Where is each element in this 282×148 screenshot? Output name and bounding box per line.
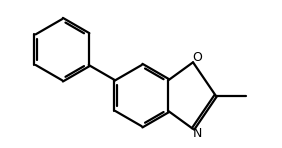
Text: O: O bbox=[193, 51, 202, 64]
Text: N: N bbox=[193, 127, 202, 140]
